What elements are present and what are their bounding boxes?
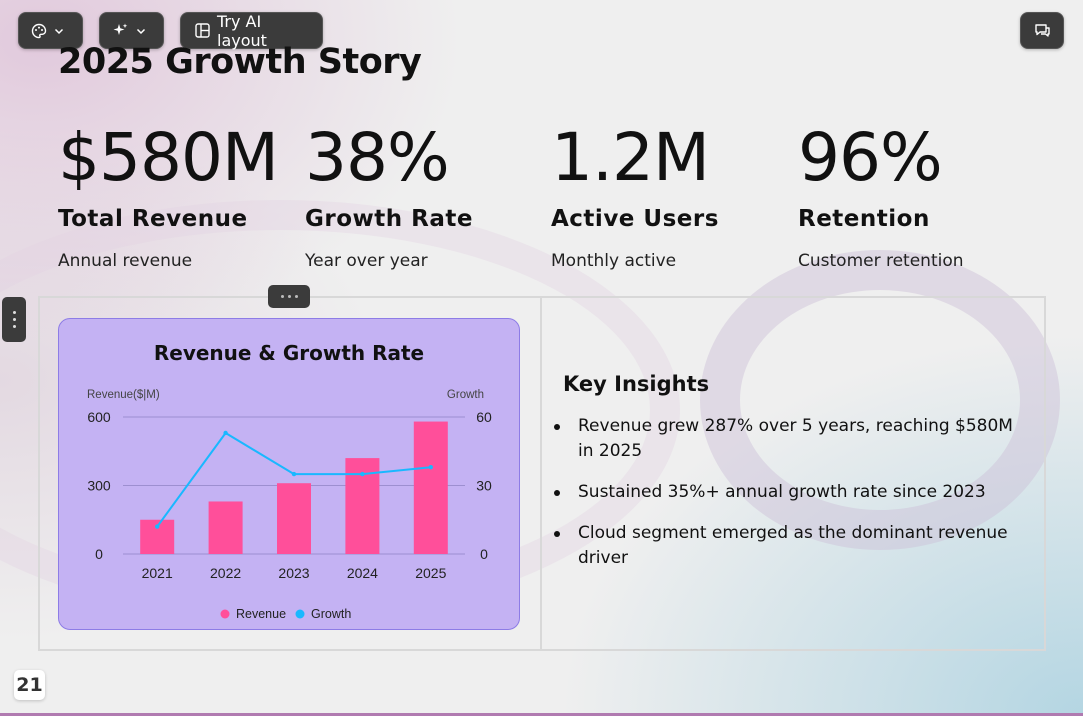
stat-label: Retention [798, 206, 930, 232]
y2-tick-label: 30 [476, 478, 492, 494]
point-growth-2025 [428, 465, 433, 470]
y-tick-label: 300 [87, 478, 111, 494]
list-item: Cloud segment emerged as the dominant re… [554, 521, 1033, 571]
sparkles-icon [112, 22, 129, 39]
y2-tick-label: 0 [480, 546, 488, 562]
stat-value: 1.2M [551, 119, 710, 196]
point-growth-2023 [291, 471, 297, 477]
stat-growth-rate[interactable]: 38% Growth Rate Year over year [305, 119, 550, 272]
list-item: Revenue grew 287% over 5 years, reaching… [554, 414, 1033, 464]
stat-value: 96% [798, 119, 943, 196]
x-tick-label: 2021 [142, 565, 173, 581]
x-tick-label: 2025 [415, 565, 446, 581]
legend-label-growth: Growth [311, 607, 351, 621]
layout-icon [195, 23, 210, 38]
legend-marker-revenue [220, 609, 230, 619]
ai-magic-button[interactable] [99, 12, 164, 49]
x-tick-label: 2023 [278, 565, 309, 581]
list-item: Sustained 35%+ annual growth rate since … [554, 480, 1033, 505]
palette-icon [31, 23, 47, 39]
column-divider[interactable] [540, 297, 542, 650]
drag-handle-horizontal[interactable] [268, 285, 310, 308]
stat-total-revenue[interactable]: $580M Total Revenue Annual revenue [58, 119, 303, 272]
insights-title: Key Insights [563, 372, 710, 396]
slide-title[interactable]: 2025 Growth Story [58, 42, 422, 82]
chart-title: Revenue & Growth Rate [153, 341, 425, 365]
stat-label: Growth Rate [305, 206, 473, 232]
y-tick-label: 600 [87, 409, 111, 425]
chat-icon [1034, 23, 1051, 38]
bar-revenue-2022 [208, 501, 243, 554]
bar-revenue-2023 [277, 483, 311, 554]
drag-handle-vertical[interactable] [2, 297, 26, 342]
chart-card[interactable]: Revenue & Growth Rate 0 300 600 0 30 60 Revenu… [58, 318, 520, 630]
x-tick-label: 2024 [347, 565, 378, 581]
content-layout-frame[interactable] [38, 296, 1046, 651]
stat-subtitle: Customer retention [798, 251, 964, 271]
bar-revenue-2025 [413, 421, 448, 554]
try-ai-layout-button[interactable]: Try AI layout [180, 11, 323, 50]
bottom-border [0, 713, 1083, 716]
point-growth-2021 [155, 524, 160, 529]
stat-subtitle: Monthly active [551, 251, 677, 271]
y-tick-label: 0 [95, 546, 103, 562]
page-number[interactable]: 21 [14, 670, 45, 700]
legend-label-revenue: Revenue [236, 607, 286, 621]
stat-retention[interactable]: 96% Retention Customer retention [798, 119, 1043, 272]
comments-button[interactable] [1020, 12, 1064, 49]
point-growth-2024 [360, 471, 365, 477]
stat-subtitle: Annual revenue [58, 251, 193, 271]
chevron-down-icon [54, 27, 64, 35]
theme-palette-button[interactable] [18, 12, 83, 49]
legend-marker-growth [295, 609, 305, 619]
try-ai-layout-label: Try AI layout [217, 11, 267, 50]
y2-axis-label: Growth [447, 389, 484, 401]
key-insights[interactable]: Key Insights Revenue grew 287% over 5 ye… [554, 372, 1033, 587]
stat-active-users[interactable]: 1.2M Active Users Monthly active [551, 119, 796, 272]
stat-value: $580M [58, 119, 279, 196]
stat-value: 38% [305, 119, 450, 196]
y2-tick-label: 60 [476, 409, 492, 425]
stat-subtitle: Year over year [305, 251, 428, 271]
revenue-growth-chart: 0 300 600 0 30 60 Revenue($|M) Growth 2021 2022 20… [87, 389, 492, 621]
chevron-down-icon [136, 27, 146, 35]
insights-list: Revenue grew 287% over 5 years, reaching… [554, 414, 1033, 571]
point-growth-2022 [223, 430, 228, 436]
y-axis-label: Revenue($|M) [87, 389, 160, 401]
x-tick-label: 2022 [210, 565, 241, 581]
stat-label: Total Revenue [58, 206, 248, 232]
stat-label: Active Users [551, 206, 719, 232]
